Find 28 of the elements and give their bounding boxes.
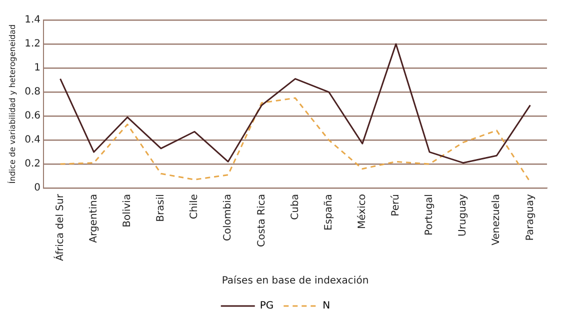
y-tick-label: 0 [34, 182, 41, 194]
y-tick-label: 0.2 [24, 158, 41, 170]
x-tick-label: Argentina [88, 194, 100, 243]
legend-label: N [322, 300, 330, 312]
x-axis-title: Países en base de indexación [222, 276, 369, 287]
y-tick-label: 1 [34, 62, 41, 74]
y-tick-label: 1.4 [24, 14, 41, 26]
x-tick-label: África del Sur [52, 193, 66, 261]
y-axis-title: Índice de variabilidad y heterogeneidad [6, 24, 17, 184]
y-tick-label: 1.2 [24, 38, 41, 50]
x-tick-label: Colombia [222, 194, 234, 242]
x-tick-label: España [323, 194, 334, 231]
legend-label: PG [260, 300, 274, 312]
x-tick-label: Perú [390, 194, 402, 216]
x-tick-label: Portugal [424, 194, 436, 236]
y-tick-label: 0.8 [24, 86, 41, 98]
y-tick-label: 0.4 [24, 134, 41, 146]
x-tick-label: México [356, 194, 368, 229]
y-tick-label: 0.6 [24, 110, 41, 122]
x-tick-label: Venezuela [491, 194, 502, 246]
x-tick-label: Paraguay [524, 194, 536, 241]
x-tick-label: Bolivia [122, 194, 134, 228]
x-tick-label: Costa Rica [256, 194, 268, 247]
x-tick-label: Uruguay [458, 194, 469, 237]
x-tick-label: Chile [189, 194, 200, 220]
x-tick-label: Cuba [290, 194, 301, 220]
line-series [60, 97, 531, 183]
x-tick-label: Brasil [156, 194, 167, 222]
